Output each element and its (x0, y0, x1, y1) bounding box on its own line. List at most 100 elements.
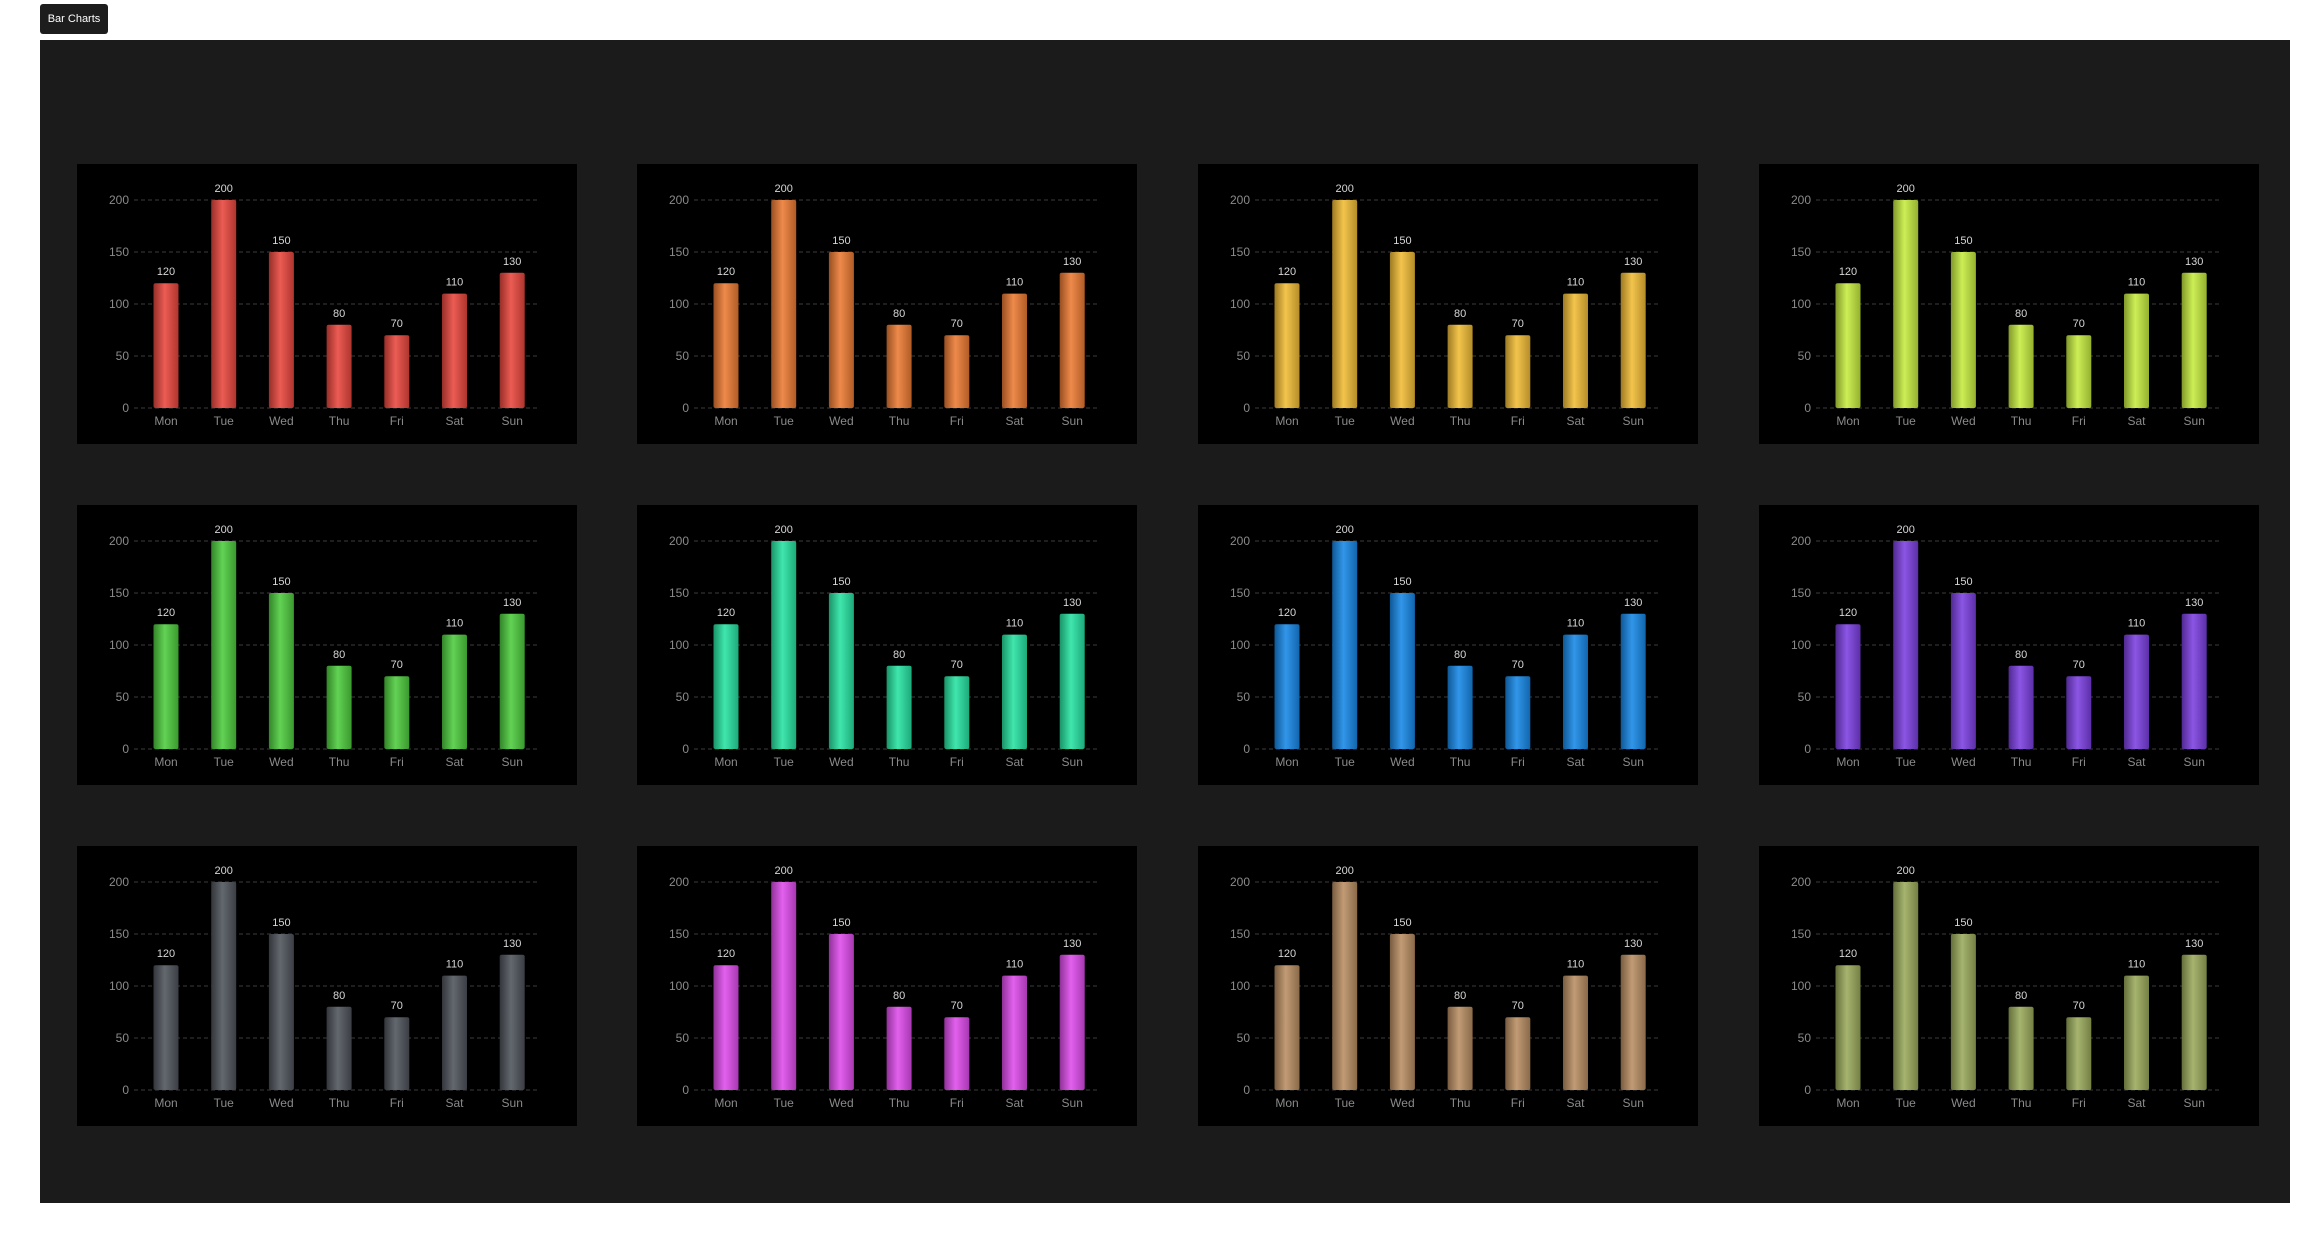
x-tick-label: Mon (714, 1096, 737, 1110)
x-tick-label: Sat (1005, 414, 1024, 428)
data-label: 80 (2015, 649, 2027, 661)
x-tick-label: Thu (2011, 1096, 2032, 1110)
y-tick-label: 100 (1230, 638, 1250, 652)
x-tick-label: Fri (2072, 755, 2086, 769)
bar-thu (1447, 665, 1473, 749)
x-tick-label: Tue (1335, 414, 1356, 428)
data-label: 150 (1393, 576, 1411, 588)
y-tick-label: 0 (122, 1083, 129, 1097)
data-label: 70 (1512, 1000, 1524, 1012)
data-label: 130 (503, 256, 521, 268)
x-tick-label: Tue (1896, 414, 1917, 428)
data-label: 130 (2185, 597, 2203, 609)
chart-panel: 0 50 100 150 200 120 Mon 200 Tue 150 Wed 80 Thu 70 Fri… (1198, 846, 1698, 1126)
y-tick-label: 200 (1230, 193, 1250, 207)
data-label: 200 (215, 524, 233, 536)
y-tick-label: 150 (669, 245, 689, 259)
data-label: 200 (1897, 183, 1915, 195)
chart-panel: 0 50 100 150 200 120 Mon 200 Tue 150 Wed 80 Thu 70 Fri… (1198, 505, 1698, 785)
bar-wed (828, 593, 854, 749)
data-label: 80 (893, 308, 905, 320)
x-tick-label: Thu (329, 755, 350, 769)
data-label: 130 (1624, 256, 1642, 268)
x-tick-label: Wed (829, 1096, 853, 1110)
y-tick-label: 150 (109, 245, 129, 259)
bar-sat (1002, 293, 1027, 408)
data-label: 130 (2185, 938, 2203, 950)
bar-thu (326, 1006, 352, 1090)
bar-tue (771, 200, 797, 408)
y-tick-label: 50 (116, 1031, 130, 1045)
x-tick-label: Fri (1511, 1096, 1525, 1110)
data-label: 80 (1454, 649, 1466, 661)
x-tick-label: Tue (1896, 1096, 1917, 1110)
y-tick-label: 50 (1237, 690, 1251, 704)
bar-mon (1274, 965, 1300, 1090)
bar-thu (886, 1006, 912, 1090)
x-tick-label: Mon (714, 755, 737, 769)
bar-fri (944, 335, 970, 408)
x-tick-label: Fri (950, 1096, 964, 1110)
bar-sun (2181, 272, 2207, 408)
x-tick-label: Sat (1005, 755, 1024, 769)
bar-thu (2008, 1006, 2034, 1090)
bar-fri (384, 1017, 410, 1090)
data-label: 120 (717, 607, 735, 619)
y-tick-label: 0 (1243, 742, 1250, 756)
bar-thu (2008, 324, 2034, 408)
y-tick-label: 200 (669, 875, 689, 889)
bar-tue (1893, 541, 1919, 749)
data-label: 80 (893, 990, 905, 1002)
bar-mon (1835, 283, 1861, 408)
x-tick-label: Mon (154, 755, 177, 769)
data-label: 120 (717, 266, 735, 278)
data-label: 150 (832, 917, 850, 929)
data-label: 200 (775, 524, 793, 536)
x-tick-label: Sun (1062, 755, 1083, 769)
data-label: 70 (2073, 659, 2085, 671)
x-tick-label: Thu (2011, 755, 2032, 769)
x-tick-label: Sun (1623, 1096, 1644, 1110)
data-label: 200 (1336, 524, 1354, 536)
data-label: 120 (1278, 266, 1296, 278)
y-tick-label: 50 (1798, 1031, 1812, 1045)
data-label: 200 (1897, 524, 1915, 536)
bar-wed (1950, 934, 1976, 1090)
data-label: 200 (1336, 865, 1354, 877)
bar-tue (771, 882, 797, 1090)
bar-thu (1447, 1006, 1473, 1090)
bar-sun (1620, 613, 1646, 749)
x-tick-label: Sun (502, 1096, 523, 1110)
y-tick-label: 0 (122, 401, 129, 415)
data-label: 200 (215, 183, 233, 195)
data-label: 80 (1454, 990, 1466, 1002)
bar-chart: 0 50 100 150 200 120 Mon 200 Tue 150 Wed 80 Thu 70 Fri… (669, 183, 1099, 428)
bar-chart: 0 50 100 150 200 120 Mon 200 Tue 150 Wed 80 Thu 70 Fri… (1230, 524, 1660, 769)
y-tick-label: 50 (676, 349, 690, 363)
x-tick-label: Thu (1450, 755, 1471, 769)
x-tick-label: Mon (714, 414, 737, 428)
bar-fri (944, 1017, 970, 1090)
data-label: 110 (446, 277, 464, 289)
y-tick-label: 100 (1230, 979, 1250, 993)
x-tick-label: Mon (1836, 755, 1859, 769)
y-tick-label: 0 (682, 1083, 689, 1097)
x-tick-label: Fri (950, 755, 964, 769)
x-tick-label: Tue (214, 1096, 235, 1110)
chart-canvas: 0 50 100 150 200 120 Mon 200 Tue 150 Wed 80 Thu 70 Fri… (40, 40, 2290, 1203)
data-label: 130 (1624, 597, 1642, 609)
y-tick-label: 150 (1791, 586, 1811, 600)
y-tick-label: 150 (109, 927, 129, 941)
bar-fri (2066, 1017, 2092, 1090)
tab-bar-charts[interactable]: Bar Charts (40, 4, 108, 34)
x-tick-label: Fri (1511, 414, 1525, 428)
y-tick-label: 200 (1791, 193, 1811, 207)
bar-sun (1059, 272, 1085, 408)
data-label: 150 (832, 576, 850, 588)
x-tick-label: Thu (2011, 414, 2032, 428)
bar-tue (1332, 200, 1358, 408)
bar-chart: 0 50 100 150 200 120 Mon 200 Tue 150 Wed 80 Thu 70 Fri… (1791, 865, 2221, 1110)
x-tick-label: Sun (2184, 755, 2205, 769)
bar-mon (713, 624, 739, 749)
data-label: 200 (215, 865, 233, 877)
